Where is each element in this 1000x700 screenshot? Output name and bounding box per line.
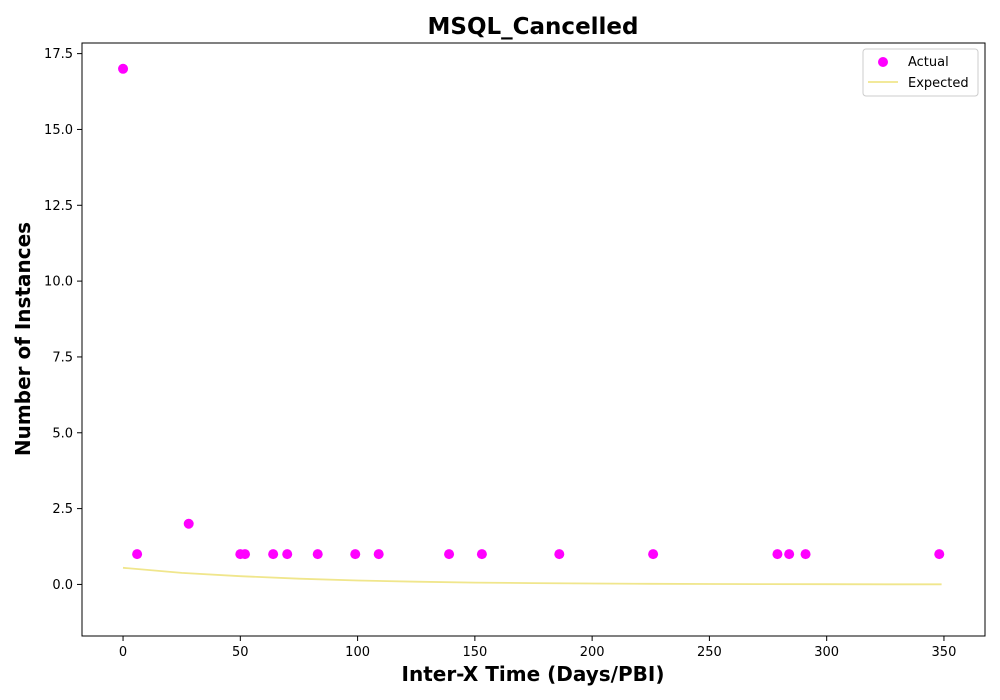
legend-marker-actual: [878, 57, 888, 67]
y-tick-label: 12.5: [44, 199, 73, 214]
x-tick-label: 350: [932, 645, 957, 660]
data-point-actual: [444, 549, 455, 560]
data-point-actual: [934, 549, 945, 560]
x-tick-label: 150: [462, 645, 487, 660]
y-tick-label: 15.0: [44, 123, 73, 138]
data-point-actual: [350, 549, 361, 560]
data-point-actual: [240, 549, 251, 560]
x-tick-label: 300: [814, 645, 839, 660]
y-tick-label: 10.0: [44, 275, 73, 290]
data-point-actual: [772, 549, 783, 560]
y-tick-label: 17.5: [44, 47, 73, 62]
legend-box: [862, 48, 979, 97]
x-tick-label: 200: [580, 645, 605, 660]
data-point-actual: [554, 549, 565, 560]
plot-area: [118, 63, 945, 586]
x-axis-title: Inter-X Time (Days/PBI): [402, 662, 665, 686]
data-point-actual: [476, 549, 487, 560]
data-point-actual: [800, 549, 811, 560]
data-point-actual: [118, 63, 129, 74]
x-tick-label: 0: [119, 645, 127, 660]
plot-frame: [81, 42, 986, 637]
x-tick-label: 100: [345, 645, 370, 660]
data-point-actual: [373, 549, 384, 560]
chart-title: MSQL_Cancelled: [428, 14, 639, 40]
legend-label-actual: Actual: [908, 55, 949, 70]
data-point-actual: [648, 549, 659, 560]
legend-label-expected: Expected: [908, 76, 969, 91]
y-tick-label: 2.5: [52, 502, 73, 517]
data-point-actual: [312, 549, 323, 560]
y-axis: 0.0 2.5 5.0 7.5 10.0 12.5 15.0 17.5: [44, 47, 82, 593]
x-tick-label: 250: [697, 645, 722, 660]
y-tick-label: 7.5: [52, 350, 73, 365]
y-tick-label: 5.0: [52, 426, 73, 441]
data-point-actual: [784, 549, 795, 560]
y-axis-title: Number of Instances: [11, 222, 35, 456]
data-point-actual: [268, 549, 279, 560]
data-point-actual: [132, 549, 143, 560]
y-tick-label: 0.0: [52, 578, 73, 593]
data-point-actual: [183, 518, 194, 529]
data-point-actual: [282, 549, 293, 560]
legend: Actual Expected: [862, 48, 979, 97]
x-tick-label: 50: [232, 645, 249, 660]
series-line-expected: [122, 566, 942, 586]
x-axis: 0 50 100 150 200 250 300 350: [119, 636, 956, 660]
